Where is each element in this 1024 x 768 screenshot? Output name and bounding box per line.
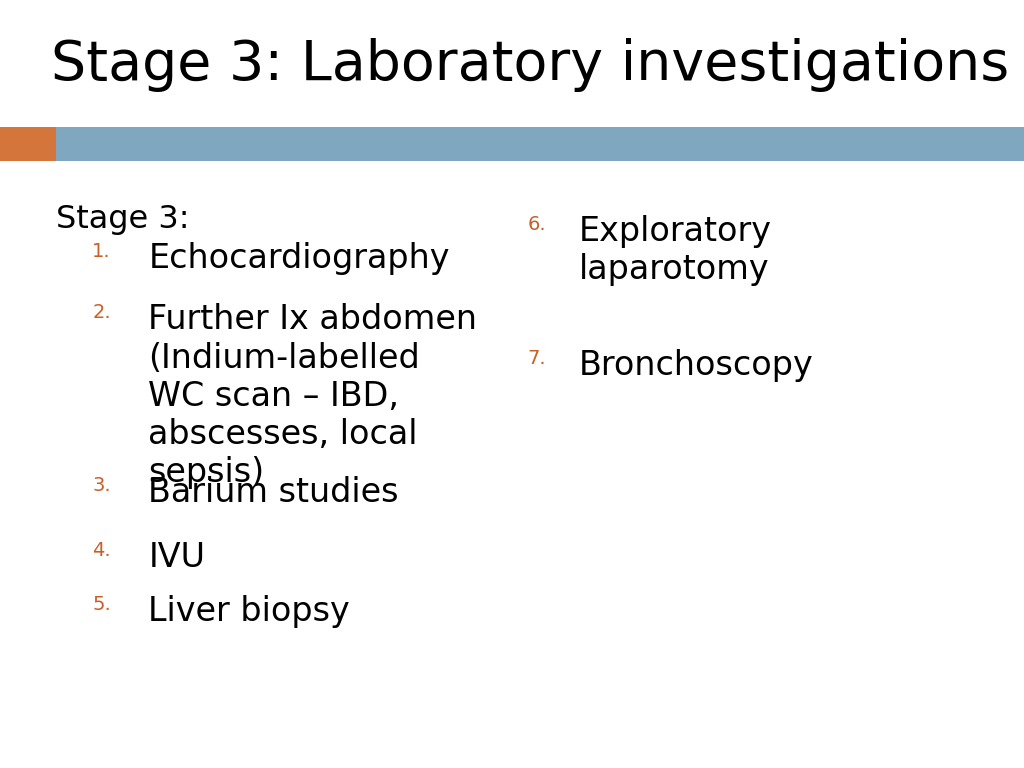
Text: 4.: 4. — [92, 541, 111, 561]
Text: 3.: 3. — [92, 476, 111, 495]
Text: 2.: 2. — [92, 303, 111, 323]
Text: Stage 3:: Stage 3: — [56, 204, 189, 234]
Bar — [56, 127, 1024, 161]
Text: 6.: 6. — [527, 215, 546, 234]
Text: Echocardiography: Echocardiography — [148, 242, 450, 275]
Text: 7.: 7. — [527, 349, 546, 369]
Text: IVU: IVU — [148, 541, 206, 574]
Text: Bronchoscopy: Bronchoscopy — [579, 349, 813, 382]
Text: Liver biopsy: Liver biopsy — [148, 595, 350, 628]
Text: Exploratory
laparotomy: Exploratory laparotomy — [579, 215, 771, 286]
Bar — [0, 127, 56, 161]
Text: Further Ix abdomen
(Indium-labelled
WC scan – IBD,
abscesses, local
sepsis): Further Ix abdomen (Indium-labelled WC s… — [148, 303, 477, 489]
Text: 1.: 1. — [92, 242, 111, 261]
Text: Stage 3: Laboratory investigations: Stage 3: Laboratory investigations — [51, 38, 1010, 92]
Text: Barium studies: Barium studies — [148, 476, 399, 509]
Text: 5.: 5. — [92, 595, 111, 614]
